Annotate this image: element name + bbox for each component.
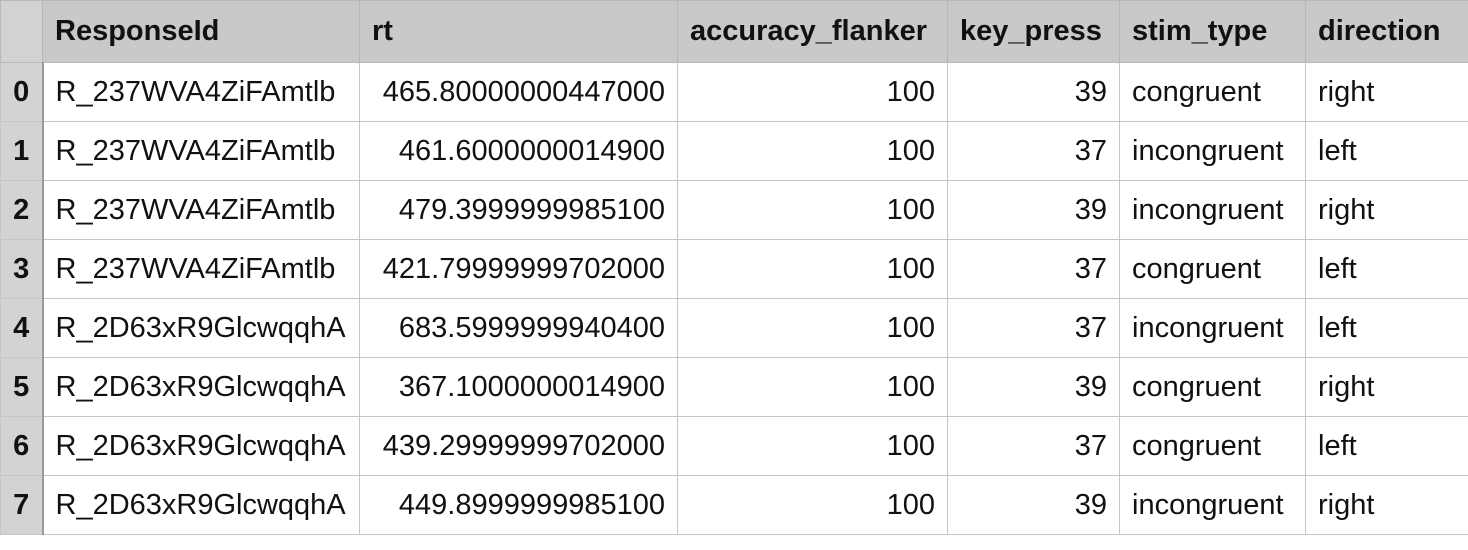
row-index[interactable]: 5 xyxy=(0,357,44,417)
cell-rt[interactable]: 465.80000000447000 xyxy=(359,62,678,122)
cell-direction[interactable]: right xyxy=(1305,62,1468,122)
cell-key-press[interactable]: 37 xyxy=(947,121,1120,181)
cell-key-press[interactable]: 37 xyxy=(947,416,1120,476)
cell-key-press[interactable]: 39 xyxy=(947,475,1120,535)
cell-responseid[interactable]: R_237WVA4ZiFAmtlb xyxy=(42,180,360,240)
cell-stim-type[interactable]: congruent xyxy=(1119,239,1306,299)
cell-accuracy-flanker[interactable]: 100 xyxy=(677,298,948,358)
table-row: 4 R_2D63xR9GlcwqqhA 683.5999999940400 10… xyxy=(0,298,1468,358)
cell-stim-type[interactable]: incongruent xyxy=(1119,475,1306,535)
cell-accuracy-flanker[interactable]: 100 xyxy=(677,62,948,122)
cell-stim-type[interactable]: congruent xyxy=(1119,416,1306,476)
table-row: 0 R_237WVA4ZiFAmtlb 465.80000000447000 1… xyxy=(0,62,1468,122)
table-header: ResponseId rt accuracy_flanker key_press… xyxy=(0,0,1468,63)
cell-key-press[interactable]: 39 xyxy=(947,62,1120,122)
header-row: ResponseId rt accuracy_flanker key_press… xyxy=(0,0,1468,63)
cell-key-press[interactable]: 37 xyxy=(947,298,1120,358)
cell-stim-type[interactable]: congruent xyxy=(1119,62,1306,122)
cell-rt[interactable]: 461.6000000014900 xyxy=(359,121,678,181)
column-header-direction[interactable]: direction xyxy=(1305,0,1468,63)
cell-stim-type[interactable]: incongruent xyxy=(1119,298,1306,358)
row-index[interactable]: 0 xyxy=(0,62,44,122)
cell-direction[interactable]: right xyxy=(1305,180,1468,240)
cell-responseid[interactable]: R_2D63xR9GlcwqqhA xyxy=(42,298,360,358)
row-index[interactable]: 4 xyxy=(0,298,44,358)
table-row: 2 R_237WVA4ZiFAmtlb 479.3999999985100 10… xyxy=(0,180,1468,240)
cell-responseid[interactable]: R_2D63xR9GlcwqqhA xyxy=(42,475,360,535)
cell-stim-type[interactable]: congruent xyxy=(1119,357,1306,417)
cell-rt[interactable]: 421.79999999702000 xyxy=(359,239,678,299)
row-index[interactable]: 1 xyxy=(0,121,44,181)
cell-stim-type[interactable]: incongruent xyxy=(1119,180,1306,240)
table-row: 6 R_2D63xR9GlcwqqhA 439.29999999702000 1… xyxy=(0,416,1468,476)
table-row: 1 R_237WVA4ZiFAmtlb 461.6000000014900 10… xyxy=(0,121,1468,181)
cell-direction[interactable]: left xyxy=(1305,298,1468,358)
cell-direction[interactable]: left xyxy=(1305,239,1468,299)
corner-cell[interactable] xyxy=(0,0,43,63)
cell-accuracy-flanker[interactable]: 100 xyxy=(677,180,948,240)
cell-rt[interactable]: 479.3999999985100 xyxy=(359,180,678,240)
cell-key-press[interactable]: 37 xyxy=(947,239,1120,299)
cell-accuracy-flanker[interactable]: 100 xyxy=(677,357,948,417)
cell-stim-type[interactable]: incongruent xyxy=(1119,121,1306,181)
cell-rt[interactable]: 683.5999999940400 xyxy=(359,298,678,358)
row-index[interactable]: 3 xyxy=(0,239,44,299)
table-body: 0 R_237WVA4ZiFAmtlb 465.80000000447000 1… xyxy=(0,62,1468,535)
cell-responseid[interactable]: R_237WVA4ZiFAmtlb xyxy=(42,239,360,299)
row-index[interactable]: 6 xyxy=(0,416,44,476)
cell-responseid[interactable]: R_2D63xR9GlcwqqhA xyxy=(42,416,360,476)
cell-responseid[interactable]: R_237WVA4ZiFAmtlb xyxy=(42,121,360,181)
table-row: 5 R_2D63xR9GlcwqqhA 367.1000000014900 10… xyxy=(0,357,1468,417)
cell-direction[interactable]: right xyxy=(1305,475,1468,535)
cell-direction[interactable]: left xyxy=(1305,416,1468,476)
table-row: 3 R_237WVA4ZiFAmtlb 421.79999999702000 1… xyxy=(0,239,1468,299)
cell-accuracy-flanker[interactable]: 100 xyxy=(677,239,948,299)
column-header-stim-type[interactable]: stim_type xyxy=(1119,0,1306,63)
cell-accuracy-flanker[interactable]: 100 xyxy=(677,416,948,476)
column-header-responseid[interactable]: ResponseId xyxy=(42,0,360,63)
column-header-rt[interactable]: rt xyxy=(359,0,678,63)
row-index[interactable]: 2 xyxy=(0,180,44,240)
cell-rt[interactable]: 367.1000000014900 xyxy=(359,357,678,417)
table-row: 7 R_2D63xR9GlcwqqhA 449.8999999985100 10… xyxy=(0,475,1468,535)
cell-key-press[interactable]: 39 xyxy=(947,357,1120,417)
row-index[interactable]: 7 xyxy=(0,475,44,535)
column-header-key-press[interactable]: key_press xyxy=(947,0,1120,63)
cell-rt[interactable]: 449.8999999985100 xyxy=(359,475,678,535)
cell-responseid[interactable]: R_2D63xR9GlcwqqhA xyxy=(42,357,360,417)
cell-accuracy-flanker[interactable]: 100 xyxy=(677,475,948,535)
cell-accuracy-flanker[interactable]: 100 xyxy=(677,121,948,181)
cell-key-press[interactable]: 39 xyxy=(947,180,1120,240)
data-table: ResponseId rt accuracy_flanker key_press… xyxy=(0,0,1468,535)
cell-direction[interactable]: right xyxy=(1305,357,1468,417)
cell-responseid[interactable]: R_237WVA4ZiFAmtlb xyxy=(42,62,360,122)
cell-direction[interactable]: left xyxy=(1305,121,1468,181)
column-header-accuracy-flanker[interactable]: accuracy_flanker xyxy=(677,0,948,63)
cell-rt[interactable]: 439.29999999702000 xyxy=(359,416,678,476)
